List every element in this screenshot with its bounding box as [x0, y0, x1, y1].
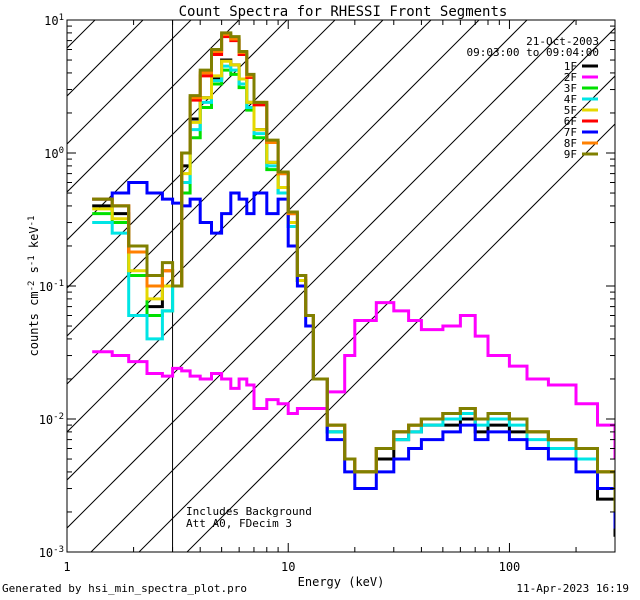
legend-label-3F: 3F	[564, 82, 577, 95]
hatch-line	[67, 20, 384, 337]
series-5F	[92, 59, 615, 512]
legend-label-2F: 2F	[564, 71, 577, 84]
chart-title: Count Spectra for RHESSI Front Segments	[179, 4, 508, 20]
hatch-line	[67, 20, 144, 97]
hatch-line	[67, 20, 528, 481]
hatch-line	[67, 20, 336, 289]
legend-label-8F: 8F	[564, 137, 577, 150]
hatch-line	[67, 20, 240, 193]
hatch-line	[67, 20, 96, 49]
time-range-label: 09:03:00 to 09:04:00	[467, 46, 599, 59]
legend-label-5F: 5F	[564, 104, 577, 117]
legend-label-1F: 1F	[564, 60, 577, 73]
legend-label-9F: 9F	[564, 148, 577, 161]
series-4F	[92, 64, 615, 518]
hatch-line	[67, 20, 432, 385]
hatch-line	[138, 75, 615, 552]
series-9F	[92, 31, 615, 512]
x-tick-labels: 1 10 100	[63, 560, 520, 574]
footer-timestamp: 11-Apr-2023 16:19	[516, 582, 629, 595]
y-axis-label: counts cm-2 s-1 keV-1	[27, 216, 41, 357]
hatch-line	[0, 0, 27, 552]
hatch-line	[67, 20, 576, 529]
series-layer	[92, 31, 615, 537]
svg-text:counts cm-2 s-1 keV-1: counts cm-2 s-1 keV-1	[27, 216, 41, 357]
footer-generated-by: Generated by hsi_min_spectra_plot.pro	[2, 582, 248, 595]
y-tick-label: 10-1	[39, 279, 64, 294]
legend-label-7F: 7F	[564, 126, 577, 139]
annotation-background: Includes Background	[186, 505, 312, 518]
y-tick-label: 10-2	[39, 412, 64, 427]
date-label: 21-Oct-2003	[526, 35, 599, 48]
hatch-line	[186, 123, 615, 552]
annotation-attenuator: Att A0, FDecim 3	[186, 517, 292, 530]
x-tick-label: 1	[63, 560, 70, 574]
series-2F	[92, 301, 615, 459]
y-tick-label: 101	[44, 13, 64, 28]
x-tick-label: 10	[281, 560, 295, 574]
y-tick-label: 100	[44, 146, 64, 161]
excluded-region-hatch	[0, 0, 615, 552]
x-axis-label: Energy (keV)	[298, 575, 385, 589]
legend-label-4F: 4F	[564, 93, 577, 106]
y-tick-labels: 10-3 10-2 10-1 100 101	[39, 13, 64, 560]
y-tick-label: 10-3	[39, 545, 64, 560]
hatch-line	[90, 27, 615, 552]
x-tick-label: 100	[499, 560, 521, 574]
axis-ticks	[66, 19, 616, 553]
legend-label-6F: 6F	[564, 115, 577, 128]
hatch-line	[67, 20, 192, 145]
hatch-line	[67, 20, 480, 433]
